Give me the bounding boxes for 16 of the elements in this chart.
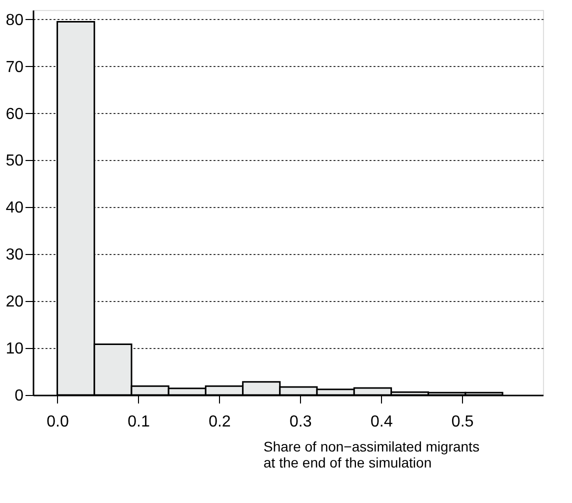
y-tick-label: 30 (6, 246, 24, 264)
y-tick-label: 60 (6, 106, 24, 123)
y-tick-label: 0 (14, 388, 24, 404)
y-tick-label: 40 (6, 200, 24, 217)
x-tick-label: 0.2 (208, 414, 231, 430)
x-tick-label: 0.5 (451, 414, 474, 430)
x-tick-label: 0.4 (370, 414, 393, 430)
x-tick-label: 0.1 (128, 414, 150, 430)
y-tick-label: 20 (6, 294, 24, 311)
x-tick-label: 0.3 (290, 414, 312, 430)
x-tick-label: 0.0 (46, 414, 70, 430)
x-axis-title: Share of non−assimilated migrants at the end of the simulation (264, 438, 480, 470)
y-tick-label: 80 (6, 12, 24, 29)
y-tick-label: 50 (6, 152, 24, 170)
y-tick-label: 70 (6, 58, 24, 76)
y-tick-label: 10 (6, 340, 24, 358)
